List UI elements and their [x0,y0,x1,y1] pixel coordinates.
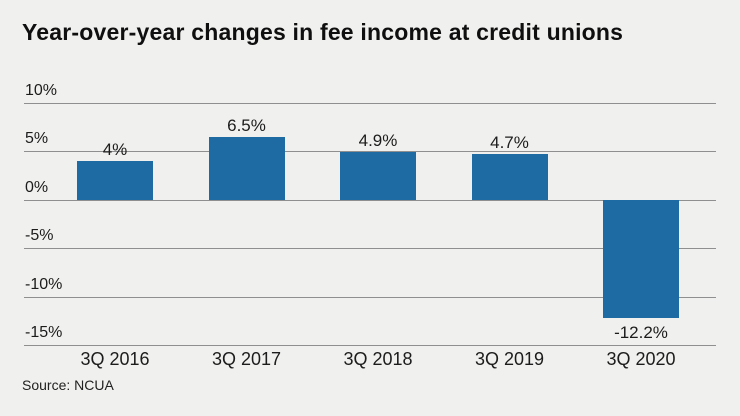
y-axis-tick-label: 10% [25,82,58,99]
gridline [24,248,716,250]
chart-title: Year-over-year changes in fee income at … [22,19,624,45]
bar-value-label: 4% [102,140,128,160]
bar-3q-2018 [340,152,416,200]
x-axis-category-label: 3Q 2017 [211,349,282,369]
bar-value-label: -12.2% [614,322,668,342]
gridline [24,199,716,201]
gridline [24,103,716,104]
y-axis-tick-label: -15% [25,324,63,341]
bar-3q-2019 [471,154,548,200]
bar-value-label: 4.9% [358,131,398,151]
bar-3q-2020 [603,199,679,318]
x-axis-category-label: 3Q 2019 [474,349,545,369]
source-note: Source: NCUA [22,377,114,393]
gridline [24,151,716,153]
y-axis-tick-label: 0% [25,178,49,196]
bar-value-label: 6.5% [227,115,266,135]
y-axis-tick-label: -10% [25,275,63,293]
bar-value-label: 4.7% [490,133,529,153]
gridline [24,345,716,346]
x-axis-category-label: 3Q 2018 [343,349,413,369]
y-axis-tick-label: -5% [25,227,54,245]
x-axis-category-label: 3Q 2020 [606,349,676,369]
bar-3q-2016 [77,161,153,200]
x-axis-category-label: 3Q 2016 [80,349,150,369]
bar-3q-2017 [208,136,285,200]
gridline [24,296,716,298]
y-axis-tick-label: 5% [25,130,49,148]
